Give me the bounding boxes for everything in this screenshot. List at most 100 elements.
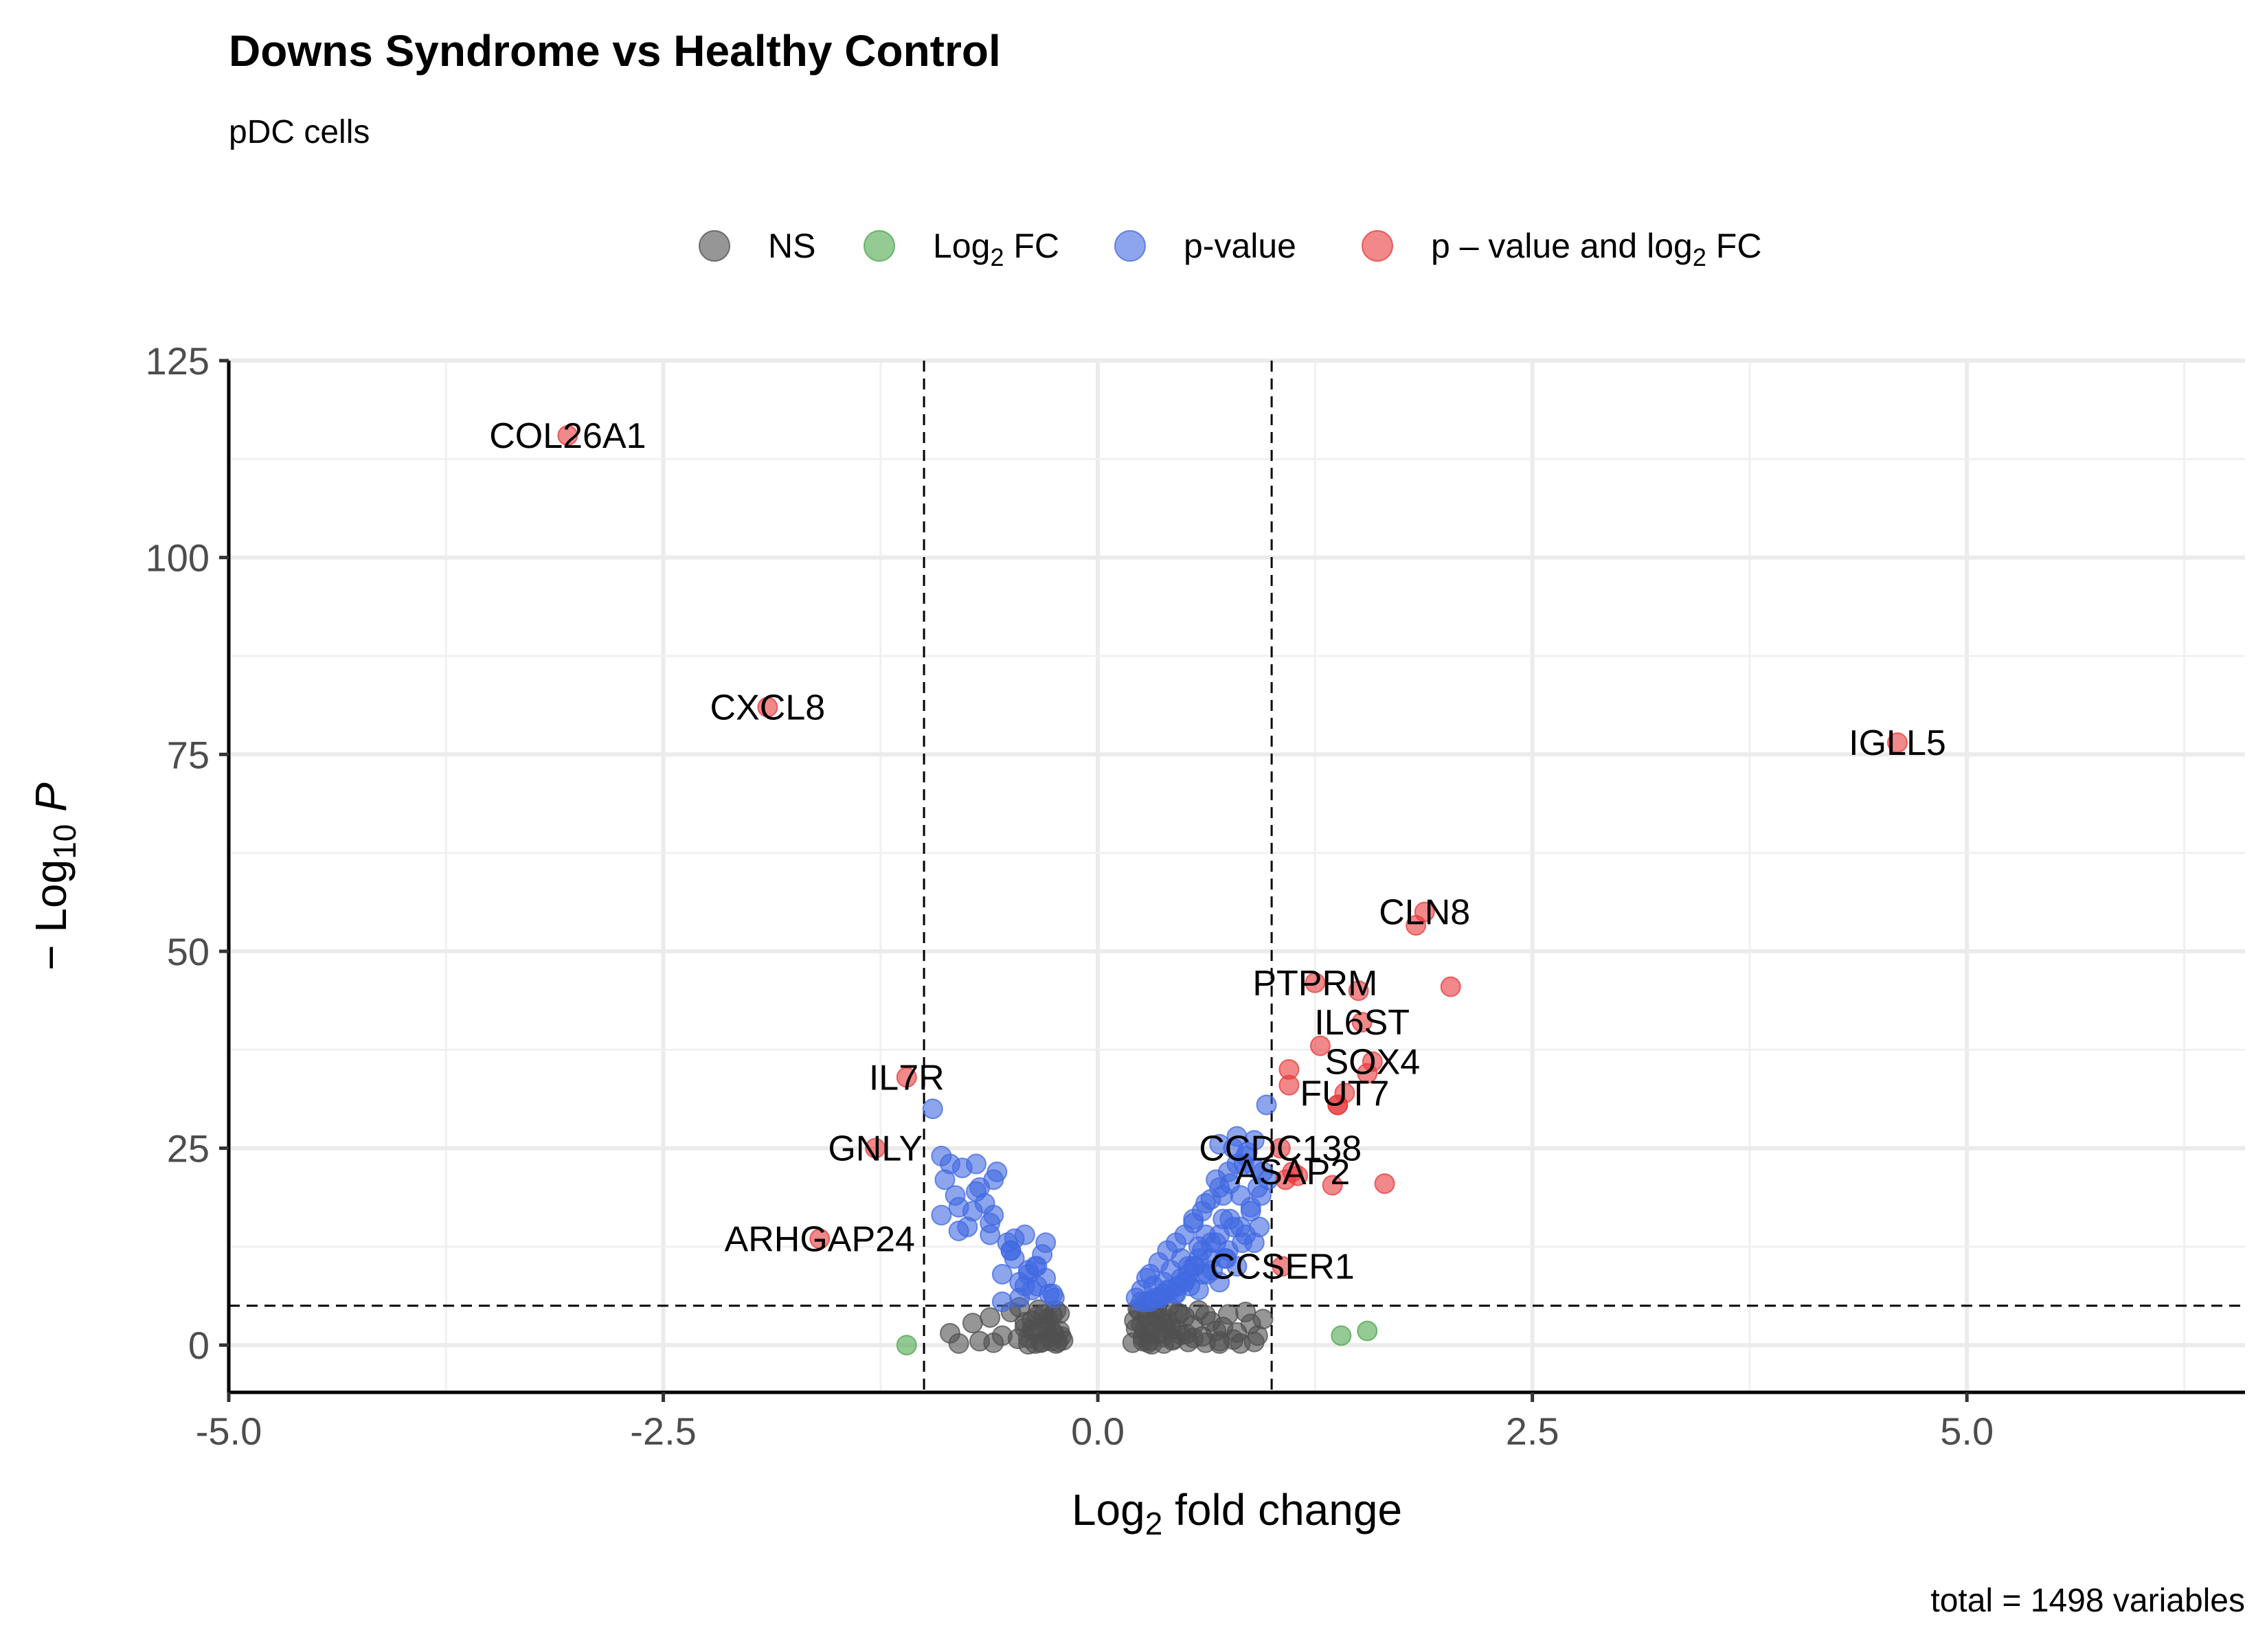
- x-tick-label: -2.5: [630, 1410, 697, 1453]
- series-group: [557, 425, 1908, 1277]
- data-point: [1243, 1157, 1265, 1179]
- gene-label: ARHGAP24: [725, 1219, 915, 1259]
- data-point: [1000, 1240, 1022, 1261]
- data-point: [1009, 1287, 1030, 1309]
- data-point: [983, 1169, 1004, 1190]
- data-point: [1232, 1232, 1253, 1254]
- data-point: [1240, 1201, 1261, 1222]
- gene-label: CCSER1: [1210, 1247, 1355, 1287]
- data-point: [1047, 1331, 1068, 1353]
- data-point: [991, 1264, 1013, 1285]
- data-point: [896, 1067, 917, 1088]
- chart-title: Downs Syndrome vs Healthy Control: [229, 26, 1001, 76]
- y-tick-label: 125: [146, 339, 210, 383]
- legend-key: [699, 230, 730, 262]
- data-point: [1026, 1276, 1048, 1297]
- data-point: [1249, 1217, 1270, 1238]
- y-tick-label: 100: [146, 536, 210, 580]
- legend-key: [1362, 230, 1393, 262]
- data-point: [1270, 1138, 1291, 1159]
- data-point: [991, 1291, 1013, 1313]
- y-tick-label: 50: [167, 930, 210, 973]
- data-point: [1256, 1094, 1277, 1116]
- data-point: [1217, 1304, 1239, 1325]
- threshold-lines: [229, 361, 2245, 1392]
- data-point: [980, 1212, 1001, 1234]
- data-point: [1226, 1126, 1248, 1147]
- y-tick-label: 75: [167, 733, 210, 776]
- data-point: [1195, 1192, 1216, 1214]
- data-point: [865, 1138, 886, 1159]
- gene-label: SOX4: [1324, 1042, 1420, 1082]
- chart-subtitle: pDC cells: [229, 114, 370, 150]
- legend-label: p – value and log2 FC: [1431, 227, 1761, 271]
- chart-caption: total = 1498 variables: [1930, 1583, 2245, 1619]
- data-point: [948, 1197, 969, 1218]
- gene-label: PTPRM: [1252, 964, 1377, 1004]
- data-point: [948, 1333, 969, 1354]
- data-point: [1440, 976, 1461, 997]
- data-point: [1180, 1276, 1201, 1297]
- data-point: [1195, 1304, 1216, 1326]
- x-tick-label: -5.0: [196, 1410, 262, 1453]
- data-point: [980, 1307, 1001, 1328]
- data-point: [1309, 1035, 1331, 1056]
- data-point: [1025, 1333, 1046, 1354]
- data-point: [1124, 1310, 1145, 1331]
- data-point: [931, 1146, 952, 1167]
- data-point: [896, 1335, 917, 1356]
- data-point: [1287, 1165, 1309, 1186]
- data-point: [1200, 1232, 1221, 1254]
- y-axis-title: − Log10 P: [26, 782, 82, 971]
- data-point: [965, 1153, 986, 1175]
- data-point: [1305, 972, 1326, 993]
- gene-label: FUT7: [1300, 1074, 1389, 1113]
- data-point: [922, 1098, 943, 1120]
- data-point: [1278, 1074, 1300, 1096]
- data-point: [1357, 1063, 1378, 1084]
- legend-label: NS: [768, 227, 815, 265]
- data-point: [1348, 980, 1369, 1002]
- data-point: [1250, 1185, 1272, 1206]
- legend-key: [864, 230, 895, 262]
- data-point: [1322, 1175, 1343, 1196]
- data-point: [1014, 1311, 1035, 1333]
- y-tick-label: 0: [188, 1324, 210, 1367]
- data-point: [1219, 1173, 1241, 1195]
- data-point: [1374, 1173, 1395, 1195]
- data-point: [1331, 1325, 1352, 1346]
- data-point: [809, 1228, 831, 1249]
- data-point: [557, 425, 578, 446]
- gene-label: COL26A1: [489, 416, 646, 456]
- data-point: [1214, 1248, 1235, 1269]
- data-point: [1327, 1094, 1349, 1116]
- gene-label: IL6ST: [1314, 1003, 1410, 1043]
- data-point: [1886, 732, 1908, 754]
- data-point: [757, 697, 778, 718]
- tick-labels: -5.0 -2.5 0.0 2.5 5.0 0 25 50 75 100 125: [146, 339, 1994, 1453]
- data-point: [1197, 1264, 1218, 1285]
- data-point: [1252, 1309, 1274, 1330]
- data-point: [1033, 1304, 1054, 1325]
- legend-label: Log2 FC: [933, 227, 1059, 271]
- data-point: [965, 1181, 986, 1202]
- legend-label: p-value: [1184, 227, 1296, 265]
- x-axis-title: Log2 fold change: [1072, 1485, 1402, 1541]
- x-tick-label: 2.5: [1506, 1410, 1559, 1453]
- data-point: [1153, 1311, 1175, 1333]
- data-point: [1183, 1208, 1204, 1230]
- data-point: [1183, 1327, 1204, 1348]
- gene-label: CCDC138: [1199, 1129, 1362, 1169]
- data-point: [1406, 915, 1427, 936]
- data-point: [1209, 1333, 1230, 1354]
- data-point: [1272, 1256, 1293, 1277]
- series-group: [896, 1320, 1378, 1356]
- axes: [227, 361, 2245, 1394]
- data-point: [1209, 1133, 1230, 1155]
- y-tick-label: 25: [167, 1127, 210, 1170]
- axis-titles: Log2 fold change − Log10 P: [26, 782, 1402, 1541]
- legend: NS Log2 FC p-value p – value and log2 FC: [699, 227, 1761, 271]
